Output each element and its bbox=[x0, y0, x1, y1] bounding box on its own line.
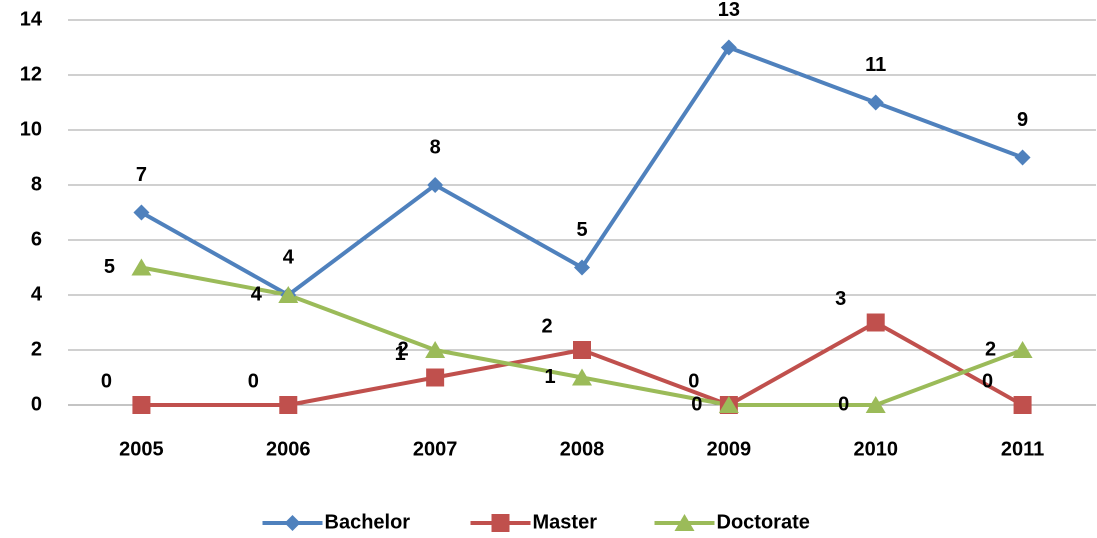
legend-marker bbox=[674, 514, 695, 531]
y-tick-label: 14 bbox=[20, 8, 43, 30]
data-label: 4 bbox=[283, 246, 295, 268]
marker bbox=[427, 177, 444, 193]
data-label: 0 bbox=[982, 370, 993, 392]
legend-label: Bachelor bbox=[325, 511, 411, 533]
marker bbox=[572, 368, 592, 386]
marker bbox=[426, 368, 445, 387]
data-label: 0 bbox=[838, 393, 849, 415]
data-label: 11 bbox=[865, 54, 886, 76]
marker bbox=[1014, 149, 1031, 166]
marker bbox=[866, 313, 885, 332]
legend-label: Master bbox=[533, 511, 598, 533]
marker bbox=[278, 286, 299, 303]
x-tick-label: 2009 bbox=[707, 438, 752, 460]
marker bbox=[425, 341, 446, 358]
series-line bbox=[140, 45, 1024, 297]
data-label: 1 bbox=[395, 343, 406, 365]
marker bbox=[867, 94, 884, 111]
marker bbox=[132, 396, 151, 414]
data-label: 0 bbox=[688, 370, 699, 392]
data-label: 2 bbox=[541, 315, 552, 337]
legend-marker bbox=[491, 514, 510, 532]
marker bbox=[718, 396, 739, 413]
series-line bbox=[141, 320, 1024, 407]
marker bbox=[279, 396, 298, 414]
data-label: 0 bbox=[101, 370, 112, 392]
marker bbox=[1012, 341, 1033, 358]
x-tick-label: 2011 bbox=[1001, 438, 1044, 460]
data-label: 2 bbox=[398, 338, 409, 360]
marker bbox=[573, 341, 591, 359]
data-label: 2 bbox=[985, 338, 996, 360]
marker bbox=[133, 204, 150, 221]
marker bbox=[1013, 396, 1032, 414]
y-tick-label: 8 bbox=[31, 173, 42, 195]
marker bbox=[865, 396, 886, 413]
data-label: 9 bbox=[1017, 109, 1028, 131]
data-label: 5 bbox=[576, 219, 587, 241]
legend-marker bbox=[284, 515, 301, 531]
data-label: 0 bbox=[248, 370, 259, 392]
x-tick-label: 2005 bbox=[119, 438, 164, 460]
y-tick-label: 6 bbox=[31, 228, 42, 250]
x-tick-label: 2006 bbox=[266, 438, 311, 460]
marker bbox=[574, 259, 590, 276]
data-label: 4 bbox=[251, 283, 263, 305]
data-label: 7 bbox=[136, 164, 147, 186]
y-tick-label: 4 bbox=[31, 283, 43, 305]
data-label: 13 bbox=[718, 0, 740, 21]
y-tick-label: 0 bbox=[31, 393, 42, 415]
marker bbox=[720, 39, 737, 56]
data-label: 5 bbox=[104, 256, 115, 278]
data-label: 0 bbox=[691, 393, 702, 415]
data-label: 3 bbox=[835, 288, 846, 310]
y-tick-label: 2 bbox=[31, 338, 42, 360]
y-tick-label: 10 bbox=[20, 118, 42, 140]
x-tick-label: 2007 bbox=[413, 438, 458, 460]
y-tick-label: 12 bbox=[20, 63, 42, 85]
legend-label: Doctorate bbox=[717, 511, 810, 533]
marker bbox=[131, 258, 152, 276]
x-tick-label: 2008 bbox=[560, 438, 605, 460]
x-tick-label: 2010 bbox=[853, 438, 898, 460]
data-label: 8 bbox=[430, 136, 441, 158]
data-label: 1 bbox=[544, 366, 555, 388]
